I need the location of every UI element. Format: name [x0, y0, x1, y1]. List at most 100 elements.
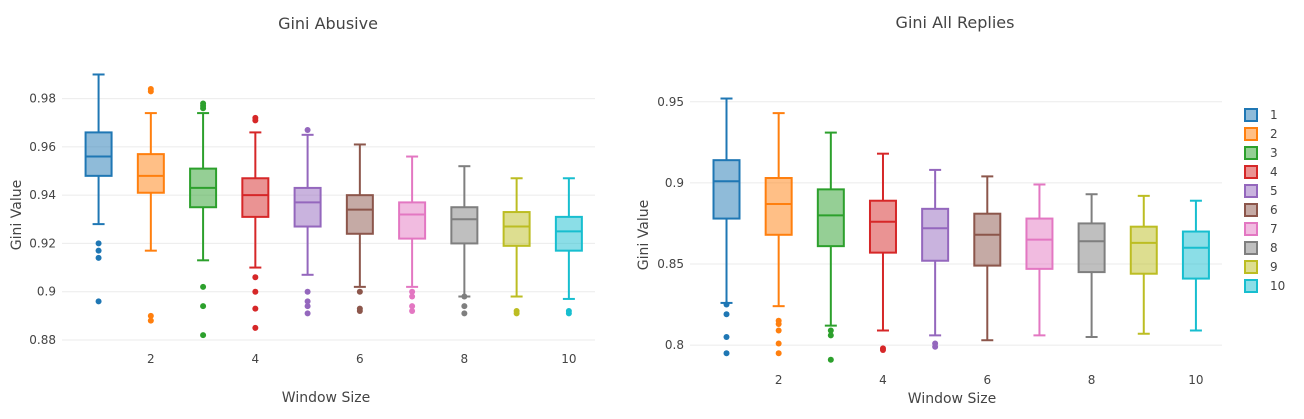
outlier-point[interactable] [461, 310, 468, 317]
box-iqr[interactable] [450, 206, 479, 245]
box-series-3[interactable] [816, 131, 845, 363]
legend-item-8[interactable]: 8 [1244, 241, 1278, 255]
chart-legend[interactable]: 1 2 3 4 5 6 7 8 9 10 [1244, 108, 1285, 293]
box-series-2[interactable] [764, 112, 793, 357]
outlier-point[interactable] [147, 317, 154, 324]
outlier-point[interactable] [200, 105, 207, 112]
outlier-point[interactable] [95, 247, 102, 254]
box-series-6[interactable] [973, 175, 1002, 342]
outlier-point[interactable] [827, 332, 834, 339]
outlier-point[interactable] [95, 240, 102, 247]
box-iqr[interactable] [1077, 222, 1106, 274]
outlier-point[interactable] [304, 288, 311, 295]
outlier-point[interactable] [461, 303, 468, 310]
box-iqr[interactable] [293, 186, 322, 228]
box-series-1[interactable] [712, 97, 741, 357]
outlier-point[interactable] [565, 310, 572, 317]
outlier-point[interactable] [356, 308, 363, 315]
outlier-point[interactable] [879, 346, 886, 353]
legend-label: 3 [1270, 146, 1278, 160]
outlier-point[interactable] [252, 288, 259, 295]
outlier-point[interactable] [252, 324, 259, 331]
outlier-point[interactable] [775, 327, 782, 334]
outlier-point[interactable] [723, 333, 730, 340]
outlier-point[interactable] [147, 88, 154, 95]
outlier-point[interactable] [723, 311, 730, 318]
legend-item-5[interactable]: 5 [1244, 184, 1278, 198]
box-series-8[interactable] [1077, 193, 1106, 338]
outlier-point[interactable] [200, 283, 207, 290]
legend-item-2[interactable]: 2 [1244, 127, 1278, 141]
legend-item-10[interactable]: 10 [1244, 279, 1285, 293]
legend-item-1[interactable]: 1 [1244, 108, 1278, 122]
box-iqr[interactable] [84, 131, 113, 177]
box-series-7[interactable] [398, 155, 427, 315]
outlier-point[interactable] [775, 350, 782, 357]
outlier-point[interactable] [409, 293, 416, 300]
outlier-point[interactable] [200, 303, 207, 310]
box-series-9[interactable] [502, 177, 531, 317]
outlier-point[interactable] [200, 332, 207, 339]
box-series-10[interactable] [554, 177, 583, 317]
box-series-9[interactable] [1129, 194, 1158, 335]
y-tick-label: 0.98 [29, 92, 56, 106]
x-tick-label: 8 [461, 352, 469, 366]
box-series-1[interactable] [84, 73, 113, 305]
box-series-5[interactable] [921, 168, 950, 350]
box-series-7[interactable] [1025, 183, 1054, 337]
outlier-point[interactable] [252, 305, 259, 312]
outlier-point[interactable] [409, 308, 416, 315]
outlier-point[interactable] [252, 117, 259, 124]
legend-item-6[interactable]: 6 [1244, 203, 1278, 217]
legend-item-9[interactable]: 9 [1244, 260, 1278, 274]
outlier-point[interactable] [775, 321, 782, 328]
box-series-4[interactable] [241, 114, 270, 331]
box-iqr[interactable] [973, 212, 1002, 267]
box-series-5[interactable] [293, 126, 322, 317]
box-iqr[interactable] [1181, 230, 1210, 280]
box-series-6[interactable] [345, 143, 374, 315]
outlier-point[interactable] [95, 298, 102, 305]
legend-item-3[interactable]: 3 [1244, 146, 1278, 160]
box-iqr[interactable] [502, 211, 531, 247]
outlier-point[interactable] [461, 293, 468, 300]
box-iqr[interactable] [1129, 225, 1158, 275]
box-iqr[interactable] [712, 159, 741, 220]
outlier-point[interactable] [95, 254, 102, 261]
box-series-3[interactable] [189, 100, 218, 339]
y-tick-label: 0.94 [29, 188, 56, 202]
outlier-point[interactable] [932, 343, 939, 350]
outlier-point[interactable] [723, 301, 730, 308]
legend-item-7[interactable]: 7 [1244, 222, 1278, 236]
box-iqr[interactable] [136, 153, 165, 194]
outlier-point[interactable] [252, 274, 259, 281]
legend-swatch [1244, 260, 1258, 274]
box-iqr[interactable] [241, 177, 270, 218]
box-iqr[interactable] [398, 201, 427, 240]
box-iqr[interactable] [816, 188, 845, 248]
box-series-10[interactable] [1181, 199, 1210, 332]
box-iqr[interactable] [921, 207, 950, 262]
outlier-point[interactable] [513, 310, 520, 317]
outlier-point[interactable] [304, 310, 311, 317]
outlier-point[interactable] [827, 327, 834, 334]
box-iqr[interactable] [554, 215, 583, 252]
box-series-4[interactable] [868, 152, 897, 353]
legend-item-4[interactable]: 4 [1244, 165, 1278, 179]
box-iqr[interactable] [868, 199, 897, 254]
outlier-point[interactable] [356, 288, 363, 295]
outlier-point[interactable] [775, 340, 782, 347]
box-iqr[interactable] [1025, 217, 1054, 270]
box-series-2[interactable] [136, 85, 165, 324]
outlier-point[interactable] [409, 303, 416, 310]
outlier-point[interactable] [147, 312, 154, 319]
outlier-point[interactable] [304, 298, 311, 305]
outlier-point[interactable] [723, 350, 730, 357]
outlier-point[interactable] [304, 303, 311, 310]
outlier-point[interactable] [304, 126, 311, 133]
box-iqr[interactable] [345, 194, 374, 235]
outlier-point[interactable] [827, 356, 834, 363]
box-iqr[interactable] [764, 177, 793, 236]
box-series-8[interactable] [450, 165, 479, 317]
outlier-point[interactable] [409, 288, 416, 295]
